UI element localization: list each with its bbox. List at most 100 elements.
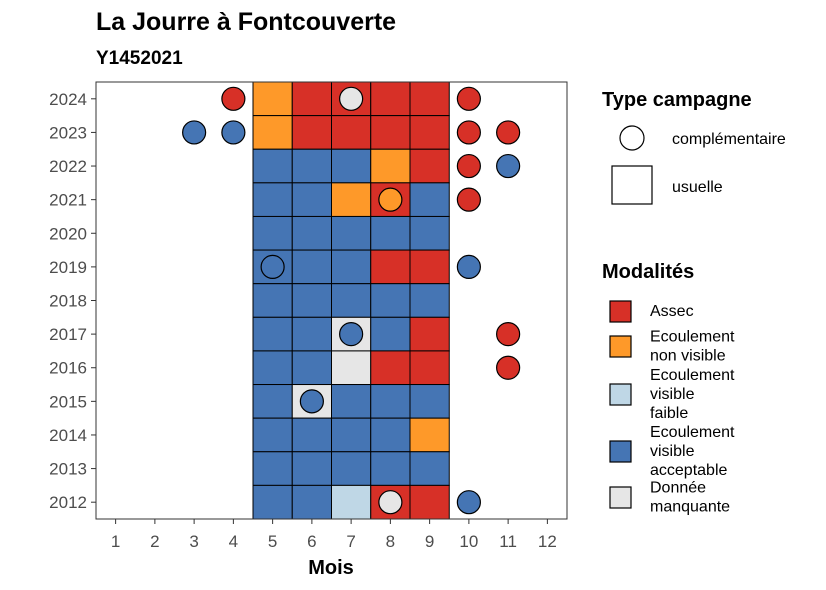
x-tick-label-5: 5 [268, 532, 277, 551]
legend-key-ecoulement-visible-acceptable [609, 440, 632, 463]
dot-2012-10 [456, 490, 481, 515]
chart-subtitle: Y1452021 [96, 48, 183, 69]
legend: Type campagne complémentaire usuelle Mod… [602, 89, 786, 516]
x-tick-label-2: 2 [150, 532, 159, 551]
x-tick-label-6: 6 [307, 532, 316, 551]
cell-2024-8 [370, 81, 411, 117]
legend-label-donnee-manquante: Donnée manquante [650, 480, 730, 516]
cell-2016-7 [331, 350, 372, 386]
cell-2022-5 [252, 148, 293, 184]
dot-2023-4 [221, 120, 246, 145]
x-tick-label-8: 8 [386, 532, 395, 551]
y-axis: 2012 2013 2014 2015 2016 2017 2018 2019 2020 2021… [49, 90, 96, 512]
cell-2018-8 [370, 283, 411, 318]
cell-2017-8 [370, 316, 411, 352]
legend-usuelle-symbol [611, 165, 653, 205]
dot-2024-10 [456, 86, 481, 111]
dot-2023-3 [182, 120, 207, 145]
dot-2021-8 [378, 187, 403, 212]
legend-usuelle-label: usuelle [672, 179, 723, 196]
cell-2018-7 [331, 283, 372, 318]
legend-key-assec [609, 300, 632, 323]
cell-2024-6 [291, 81, 332, 117]
dot-2023-11 [496, 120, 521, 145]
cell-2014-5 [252, 417, 293, 453]
dot-2019-5 [260, 254, 285, 279]
x-tick-label-4: 4 [229, 532, 238, 551]
cell-2020-8 [370, 215, 411, 251]
legend-label-assec: Assec [650, 303, 694, 320]
cell-2020-5 [252, 215, 293, 251]
legend-key-donnee-manquante [609, 486, 632, 509]
cell-2016-5 [252, 350, 293, 386]
legend-complementaire-label: complémentaire [672, 131, 786, 148]
cell-2021-9 [409, 182, 450, 217]
cell-2021-6 [291, 182, 332, 217]
cell-2015-9 [409, 384, 450, 419]
chart-title: La Jourre à Fontcouverte [96, 8, 396, 36]
cell-2024-9 [409, 81, 450, 117]
x-tick-label-7: 7 [346, 532, 355, 551]
y-tick-label-2023: 2023 [49, 123, 87, 142]
cell-2019-6 [291, 249, 332, 285]
y-tick-label-2024: 2024 [49, 90, 87, 109]
y-tick-label-2022: 2022 [49, 157, 87, 176]
cell-2016-8 [370, 350, 411, 386]
x-tick-label-11: 11 [499, 532, 517, 551]
cell-2012-9 [409, 484, 450, 520]
cell-2018-6 [291, 283, 332, 318]
cell-2013-7 [331, 451, 372, 486]
cell-2023-8 [370, 115, 411, 150]
cell-2017-6 [291, 316, 332, 352]
cell-2017-5 [252, 316, 293, 352]
cell-2022-8 [370, 148, 411, 184]
x-tick-label-1: 1 [111, 532, 120, 551]
y-tick-label-2019: 2019 [49, 258, 87, 277]
cell-2016-9 [409, 350, 450, 386]
cell-2015-8 [370, 384, 411, 419]
legend-key-ecoulement-visible-faible [609, 383, 632, 406]
cell-2017-9 [409, 316, 450, 352]
dot-2017-11 [496, 322, 521, 347]
x-tick-label-10: 10 [459, 532, 478, 551]
legend-label-ecoulement-visible-faible: Ecoulement visible faible [650, 367, 735, 422]
y-tick-label-2020: 2020 [49, 224, 87, 243]
cell-2022-6 [291, 148, 332, 184]
cell-2023-5 [252, 115, 293, 150]
legend-modalites-title: Modalités [602, 261, 694, 283]
cell-2012-7 [331, 484, 372, 520]
cell-2019-9 [409, 249, 450, 285]
dot-2021-10 [456, 187, 481, 212]
cell-2018-9 [409, 283, 450, 318]
y-tick-label-2017: 2017 [49, 325, 87, 344]
y-tick-label-2015: 2015 [49, 392, 87, 411]
legend-complementaire-symbol [619, 125, 645, 151]
x-axis-title: Mois [308, 557, 354, 579]
cell-2016-6 [291, 350, 332, 386]
cell-2014-9 [409, 417, 450, 453]
x-tick-label-9: 9 [425, 532, 434, 551]
dot-2016-11 [496, 355, 521, 380]
cell-2020-7 [331, 215, 372, 251]
legend-key-ecoulement-non-visible [609, 335, 632, 358]
y-tick-label-2016: 2016 [49, 359, 87, 378]
dot-2022-11 [496, 153, 521, 179]
dot-2024-7 [339, 86, 364, 111]
cell-2013-8 [370, 451, 411, 486]
y-tick-label-2021: 2021 [49, 191, 87, 210]
cell-2020-9 [409, 215, 450, 251]
dot-2017-7 [339, 322, 364, 347]
y-tick-label-2013: 2013 [49, 460, 87, 479]
cell-2015-5 [252, 384, 293, 419]
x-axis: 1 2 3 4 5 6 7 8 9 10 11 12 [111, 519, 557, 551]
y-tick-label-2012: 2012 [49, 493, 87, 512]
dot-2022-10 [456, 153, 481, 179]
cell-2015-7 [331, 384, 372, 419]
legend-label-ecoulement-visible-acceptable: Ecoulement visible acceptable [650, 424, 735, 479]
cell-2021-5 [252, 182, 293, 217]
cell-2018-5 [252, 283, 293, 318]
cell-2022-9 [409, 148, 450, 184]
cell-2012-6 [291, 484, 332, 520]
